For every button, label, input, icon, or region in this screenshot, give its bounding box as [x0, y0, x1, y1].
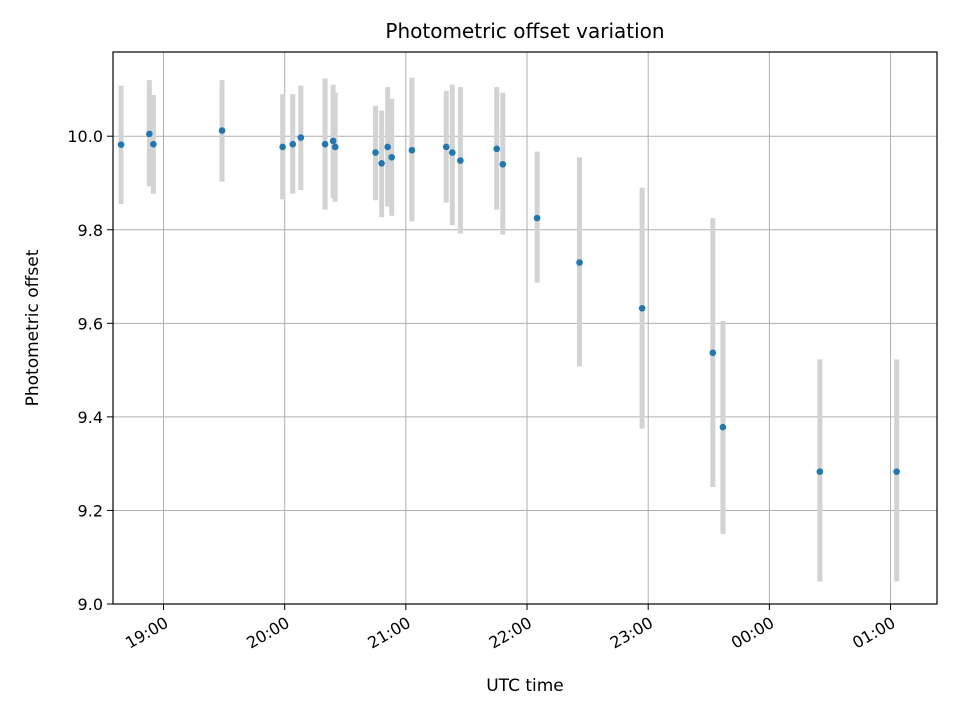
data-point: [388, 153, 396, 161]
x-tick-label: 01:00: [849, 613, 898, 653]
x-axis-ticks: 19:00 20:00 21:00 22:00 23:00 00:00 01:00: [122, 604, 899, 653]
x-tick-label: 23:00: [607, 613, 656, 653]
data-point: [331, 143, 339, 151]
data-point: [146, 130, 153, 138]
y-axis-label: Photometric offset: [23, 249, 43, 406]
x-tick-label: 22:00: [486, 613, 535, 653]
x-tick-label: 21:00: [364, 613, 413, 653]
data-point: [279, 143, 286, 151]
data-point: [816, 468, 824, 475]
data-point: [493, 145, 501, 153]
data-point: [372, 149, 379, 156]
error-bars: [118, 77, 900, 582]
data-point: [448, 149, 456, 156]
data-point: [533, 214, 541, 222]
data-point: [218, 127, 226, 134]
y-tick-label: 9.4: [78, 408, 103, 427]
data-point: [442, 143, 450, 151]
data-point: [457, 157, 464, 164]
data-points: [117, 127, 900, 475]
x-tick-label: 20:00: [243, 613, 292, 653]
grid: [113, 52, 937, 605]
data-point: [408, 146, 416, 154]
x-tick-label: 00:00: [728, 613, 777, 653]
plot-frame: [112, 51, 938, 605]
data-point: [893, 468, 900, 475]
chart-title: Photometric offset variation: [385, 19, 664, 43]
data-point: [576, 259, 583, 266]
x-axis-label: UTC time: [486, 676, 564, 696]
data-point: [719, 423, 727, 431]
data-point: [329, 137, 337, 145]
y-tick-label: 9.6: [78, 314, 103, 333]
data-point: [289, 140, 297, 148]
data-point: [499, 160, 507, 168]
data-point: [378, 160, 385, 167]
data-point: [384, 143, 391, 151]
y-tick-label: 10.0: [67, 127, 103, 146]
data-point: [150, 140, 157, 148]
y-tick-label: 9.0: [78, 595, 103, 614]
y-axis-ticks: 9.0 9.2 9.4 9.6 9.8 10.0: [67, 127, 113, 614]
data-point: [117, 141, 125, 148]
data-point: [321, 140, 329, 148]
y-tick-label: 9.8: [78, 221, 103, 240]
x-tick-label: 19:00: [122, 613, 171, 653]
y-tick-label: 9.2: [78, 501, 103, 520]
data-point: [638, 305, 646, 312]
data-point: [709, 349, 717, 357]
data-point: [297, 134, 305, 141]
